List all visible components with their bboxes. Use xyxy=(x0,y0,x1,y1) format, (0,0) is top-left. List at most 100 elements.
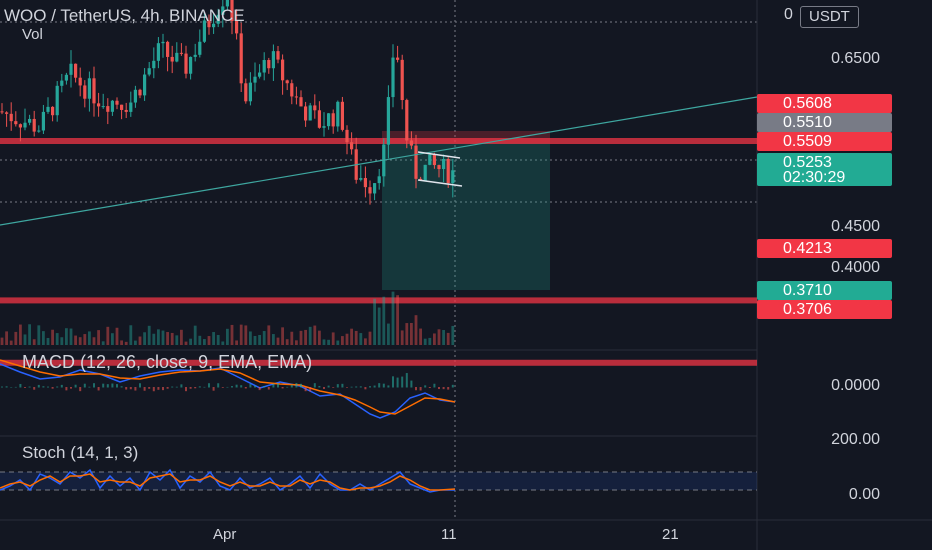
candle-body-23 xyxy=(106,106,110,112)
volume-bar-69 xyxy=(318,330,321,345)
macd-hist-bar-68 xyxy=(313,383,316,388)
macd-hist-bar-92 xyxy=(424,385,427,388)
axis-label-0650: 0.6500 xyxy=(831,50,880,67)
macd-hist-bar-31 xyxy=(143,387,146,391)
candles xyxy=(0,0,455,205)
time-label-21: 21 xyxy=(662,526,679,543)
candle-body-76 xyxy=(350,142,354,150)
macd-hist-bar-62 xyxy=(286,386,289,388)
candle-body-74 xyxy=(340,101,344,130)
currency-button[interactable]: USDT xyxy=(800,6,859,28)
candle-body-9 xyxy=(41,111,45,131)
candle-body-24 xyxy=(110,100,114,112)
candle-body-3 xyxy=(14,121,18,125)
volume-bar-61 xyxy=(281,327,284,345)
volume-bar-65 xyxy=(299,330,303,345)
candle-body-98 xyxy=(451,170,455,184)
candle-body-15 xyxy=(69,63,73,75)
candle-body-39 xyxy=(179,52,183,54)
macd-hist-bar-87 xyxy=(401,376,404,388)
candle-body-89 xyxy=(409,140,413,146)
macd-hist-bar-37 xyxy=(171,386,174,388)
stoch-pane xyxy=(0,468,757,493)
macd-hist-bar-72 xyxy=(332,387,335,388)
candle-body-92 xyxy=(423,164,427,181)
candle-body-4 xyxy=(18,124,22,128)
macd-hist-bar-1 xyxy=(5,386,8,388)
volume-bar-70 xyxy=(322,339,326,345)
macd-hist-bar-91 xyxy=(419,387,422,391)
candle-body-51 xyxy=(235,21,239,34)
volume-bar-63 xyxy=(290,331,294,345)
macd-hist-bar-13 xyxy=(60,384,63,388)
candle-body-69 xyxy=(317,110,321,128)
macd-pane xyxy=(0,359,456,419)
volume-bars xyxy=(0,291,455,345)
candle-body-72 xyxy=(331,113,335,127)
candle-body-14 xyxy=(64,74,68,81)
level-line-1 xyxy=(0,297,757,304)
macd-hist-bar-45 xyxy=(208,383,210,388)
stoch-label: Stoch (14, 1, 3) xyxy=(22,443,139,462)
candle-body-55 xyxy=(253,76,257,83)
candle-body-42 xyxy=(193,54,197,57)
macd-hist-bar-11 xyxy=(51,387,54,389)
axis-label-0450: 0.4500 xyxy=(831,218,880,235)
volume-bar-18 xyxy=(83,334,87,345)
volume-bar-15 xyxy=(69,328,73,345)
position-box[interactable] xyxy=(382,131,550,290)
macd-hist-bar-71 xyxy=(327,385,330,388)
candle-body-52 xyxy=(239,33,243,84)
macd-hist-bar-38 xyxy=(175,386,178,388)
macd-hist-bar-35 xyxy=(162,387,164,391)
macd-hist-bar-9 xyxy=(42,386,45,388)
candle-body-97 xyxy=(446,159,450,184)
volume-bar-71 xyxy=(327,339,330,345)
candle-body-95 xyxy=(437,165,441,170)
trendline[interactable] xyxy=(0,96,758,226)
macd-hist-bar-55 xyxy=(254,385,256,388)
volume-bar-82 xyxy=(377,307,381,345)
macd-hist-bar-6 xyxy=(28,386,31,388)
time-label-11: 11 xyxy=(441,526,457,543)
candle-body-2 xyxy=(9,113,13,122)
candle-body-58 xyxy=(267,60,271,69)
candle-body-90 xyxy=(414,145,418,179)
volume-bar-60 xyxy=(276,337,280,345)
candle-body-17 xyxy=(78,77,82,86)
volume-bar-59 xyxy=(272,334,275,345)
macd-hist-bar-82 xyxy=(378,383,381,388)
macd-hist-bar-4 xyxy=(19,383,22,388)
level-line-0 xyxy=(0,138,757,144)
candle-body-71 xyxy=(327,113,331,127)
horizontal-levels[interactable] xyxy=(0,138,757,366)
volume-bar-89 xyxy=(410,322,413,345)
volume-label: Vol xyxy=(22,26,43,43)
macd-hist-bar-8 xyxy=(37,384,40,388)
volume-bar-38 xyxy=(175,335,179,345)
macd-hist-bar-2 xyxy=(10,386,13,388)
macd-hist-bar-78 xyxy=(359,386,362,388)
flag-pattern[interactable] xyxy=(417,151,463,187)
macd-hist-bar-81 xyxy=(373,385,376,388)
volume-bar-25 xyxy=(115,327,119,345)
top-axis-value: 0 xyxy=(784,6,793,23)
candle-body-34 xyxy=(156,43,160,61)
macd-hist-bar-56 xyxy=(258,387,261,391)
macd-hist-bar-34 xyxy=(157,387,160,390)
volume-bar-24 xyxy=(111,333,114,345)
macd-hist-bar-49 xyxy=(226,386,229,388)
candle-body-38 xyxy=(175,52,179,62)
volume-bar-33 xyxy=(152,333,156,345)
macd-hist-bar-51 xyxy=(235,384,238,388)
volume-bar-64 xyxy=(295,340,298,345)
macd-hist-bar-39 xyxy=(180,384,183,388)
volume-bar-23 xyxy=(106,326,110,345)
macd-hist-bar-64 xyxy=(295,383,298,388)
candle-body-19 xyxy=(87,78,91,99)
candle-body-29 xyxy=(133,89,137,103)
macd-hist-bar-97 xyxy=(447,387,450,390)
candle-body-18 xyxy=(83,85,87,99)
macd-hist-bar-65 xyxy=(300,383,302,388)
